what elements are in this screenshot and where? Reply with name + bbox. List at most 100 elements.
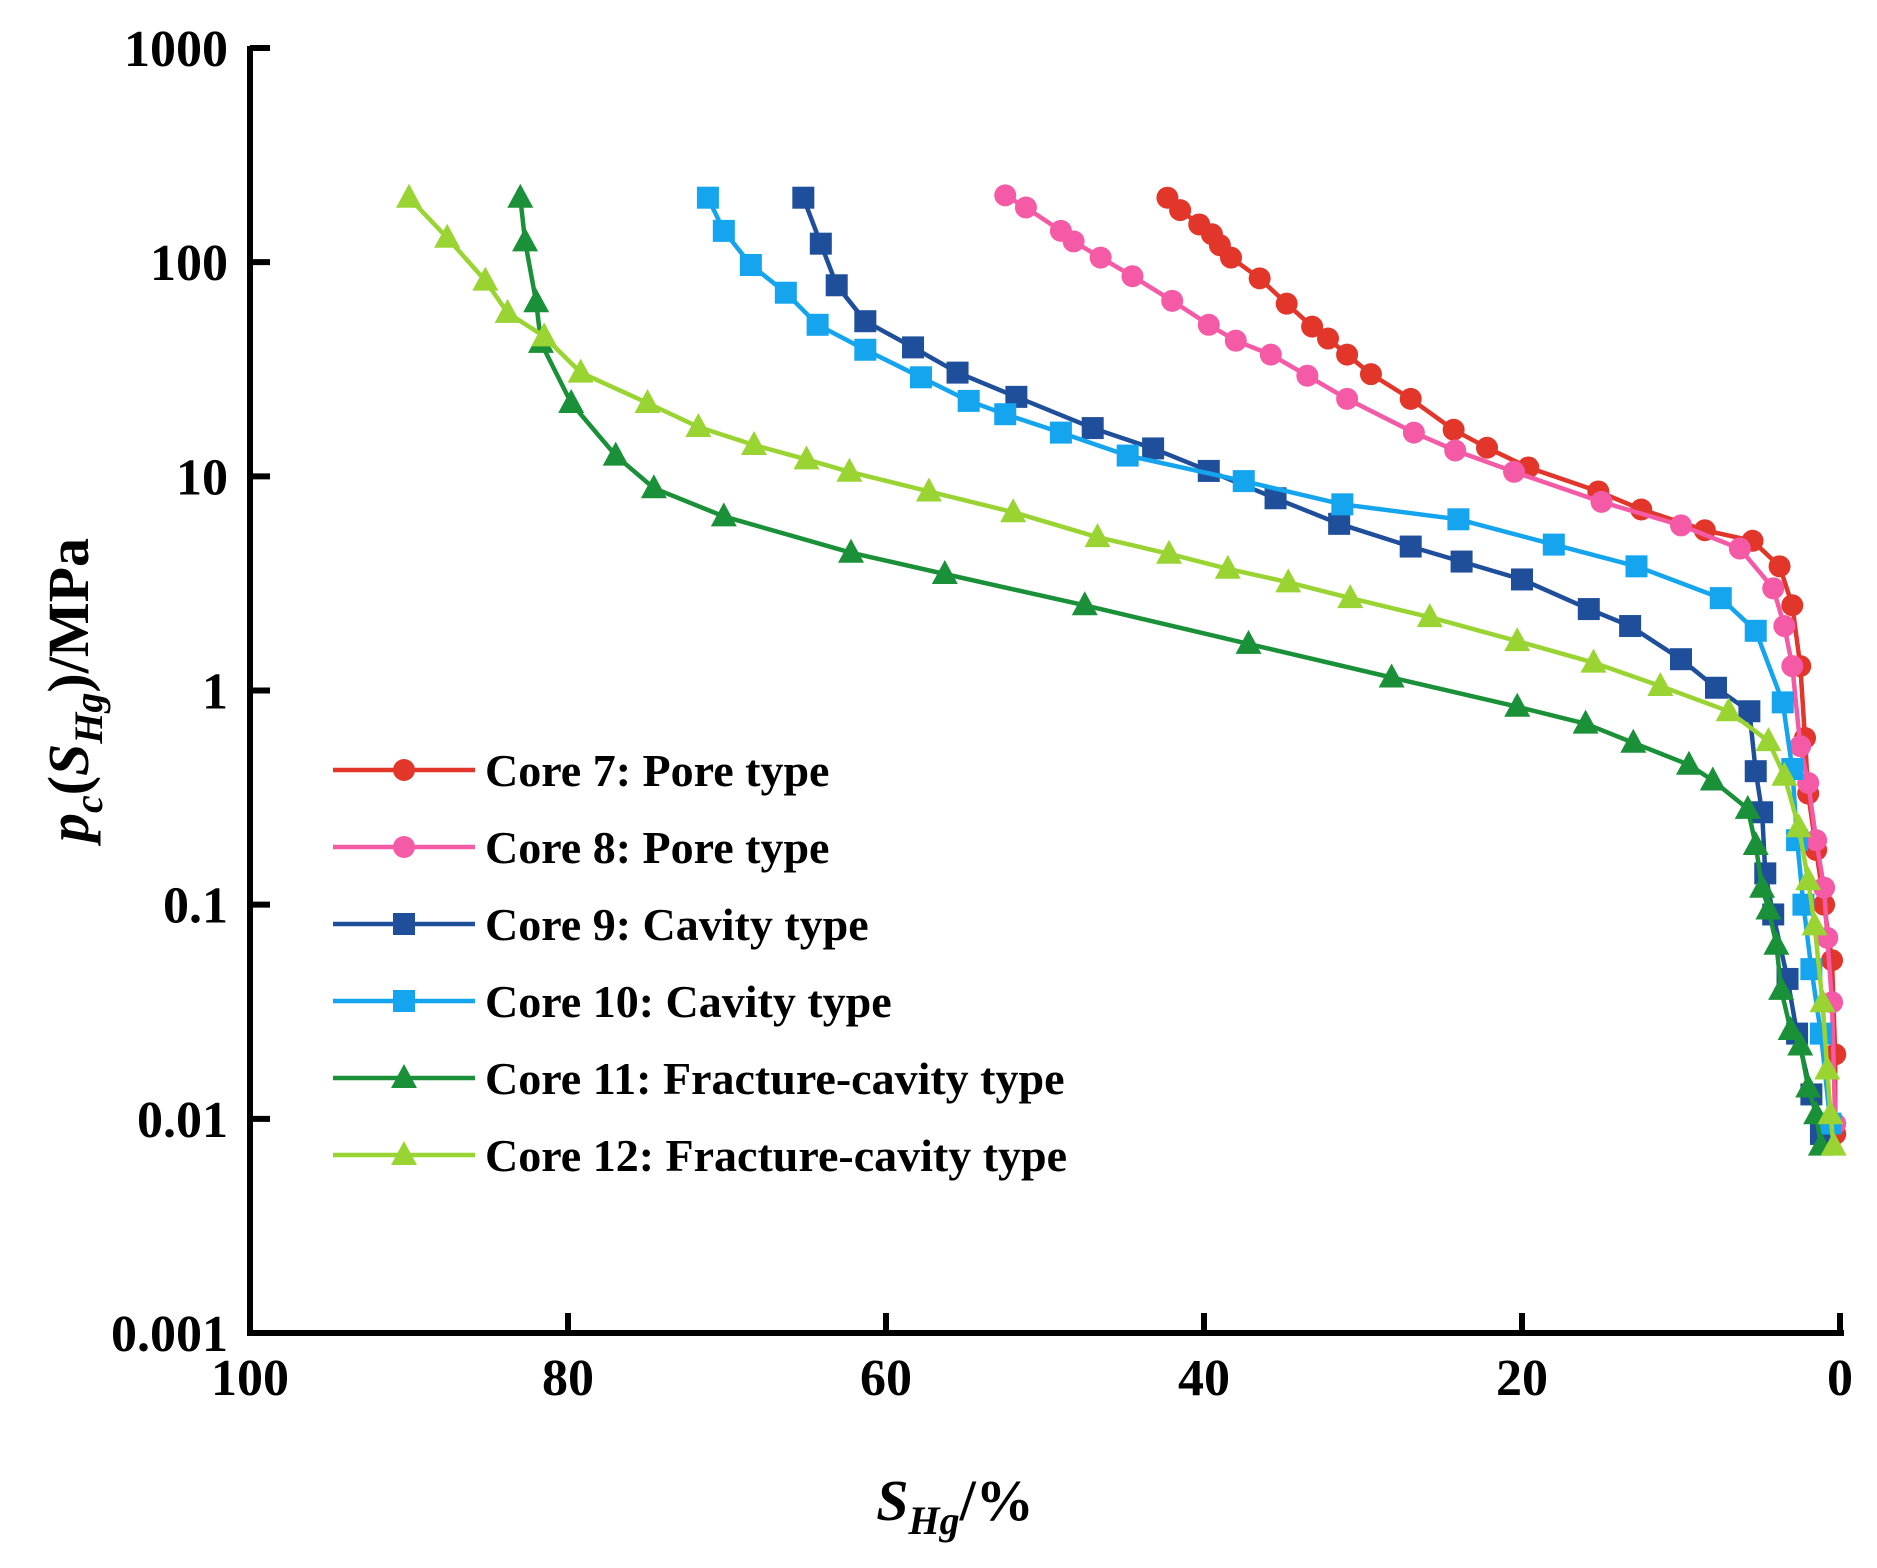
series-core-12-fracture-cavity-type [396,183,1847,1156]
data-point [774,281,797,304]
data-point [1768,555,1791,578]
data-point [1789,735,1812,758]
data-point [1328,512,1351,535]
data-point [1771,691,1794,714]
data-point [946,361,969,384]
data-point [1169,199,1192,222]
data-point [957,389,980,412]
legend-label: Core 8: Pore type [485,822,829,873]
data-point [434,223,461,248]
legend-marker [391,1141,417,1165]
data-point [1336,387,1359,410]
data-point [854,310,877,333]
data-point [1402,421,1425,444]
data-point [1089,246,1112,269]
data-point [1014,196,1037,219]
legend-item: Core 7: Pore type [333,745,829,796]
data-point [1813,876,1836,899]
data-point [1734,794,1761,819]
data-point [1275,568,1302,593]
data-point [640,474,667,499]
data-point [558,388,585,413]
legend-marker [393,990,415,1012]
data-point [838,538,865,563]
data-point [1359,363,1382,386]
data-point [1444,439,1467,462]
data-point [1542,533,1565,556]
data-point [1715,697,1742,722]
data-point [531,322,558,347]
data-point [1572,709,1599,734]
series-layer [396,183,1847,1156]
series-core-11-fracture-cavity-type [507,183,1834,1156]
data-point [1699,766,1726,791]
y-tick-label: 0.01 [137,1092,228,1149]
data-point [1504,627,1531,652]
legend: Core 7: Pore type Core 8: Pore type Core 9… [333,745,1067,1181]
data-point [1762,577,1785,600]
data-point [1763,930,1790,955]
data-point [1709,587,1732,610]
data-point [1503,460,1526,483]
data-point [696,186,719,209]
data-point [1224,329,1247,352]
data-point [472,266,499,291]
legend-marker [393,759,415,781]
x-tick-label: 0 [1827,1350,1853,1407]
data-point [1577,598,1600,621]
legend-item: Core 11: Fracture-cavity type [333,1053,1065,1104]
data-point [1728,537,1751,560]
data-point [1000,498,1027,523]
data-point [1781,655,1804,678]
y-tick-label: 1 [202,664,228,721]
data-point [1805,829,1828,852]
data-point [1742,830,1769,855]
data-point [1580,648,1607,673]
data-point [836,457,863,482]
data-point [1619,615,1642,638]
series-line [1004,193,1838,1124]
data-point [902,336,925,359]
data-point [1331,493,1354,516]
data-point [1777,1015,1804,1040]
series-core-8-pore-type [994,184,1847,1135]
x-tick-label: 20 [1496,1350,1548,1407]
data-point [1809,988,1836,1013]
data-point [1005,385,1028,408]
series-core-10-cavity-type [696,186,1842,1135]
data-point [1336,343,1359,366]
x-tick-label: 60 [860,1350,912,1407]
data-point [1781,594,1804,617]
data-point [1670,648,1692,671]
series-line [801,196,1824,1135]
y-tick-label: 10 [176,449,228,506]
data-point [1511,568,1533,591]
legend-item: Core 8: Pore type [333,822,829,873]
x-tick-label: 100 [211,1350,289,1407]
data-point [602,441,629,466]
data-point [1814,1055,1841,1080]
data-point [396,183,422,208]
data-point [1378,663,1405,688]
data-point [1476,436,1499,459]
x-tick-label: 80 [542,1350,594,1407]
data-point [1447,508,1470,531]
data-point [1590,490,1613,513]
y-tick-label: 100 [150,235,228,292]
data-point [685,412,712,437]
data-point [1625,555,1648,578]
data-point [1795,866,1822,891]
data-point [1450,550,1473,573]
data-point [825,274,848,297]
y-tick-label: 1000 [124,21,228,78]
legend-marker [391,1064,417,1088]
data-point [1647,671,1674,696]
legend-item: Core 9: Cavity type [333,899,869,950]
data-point [1161,289,1184,312]
legend-item: Core 10: Cavity type [333,976,892,1027]
x-tick-label: 40 [1178,1350,1230,1407]
series-line [1165,196,1838,1134]
legend-label: Core 9: Cavity type [485,899,869,950]
data-point [1820,1131,1847,1156]
data-point [854,338,877,361]
